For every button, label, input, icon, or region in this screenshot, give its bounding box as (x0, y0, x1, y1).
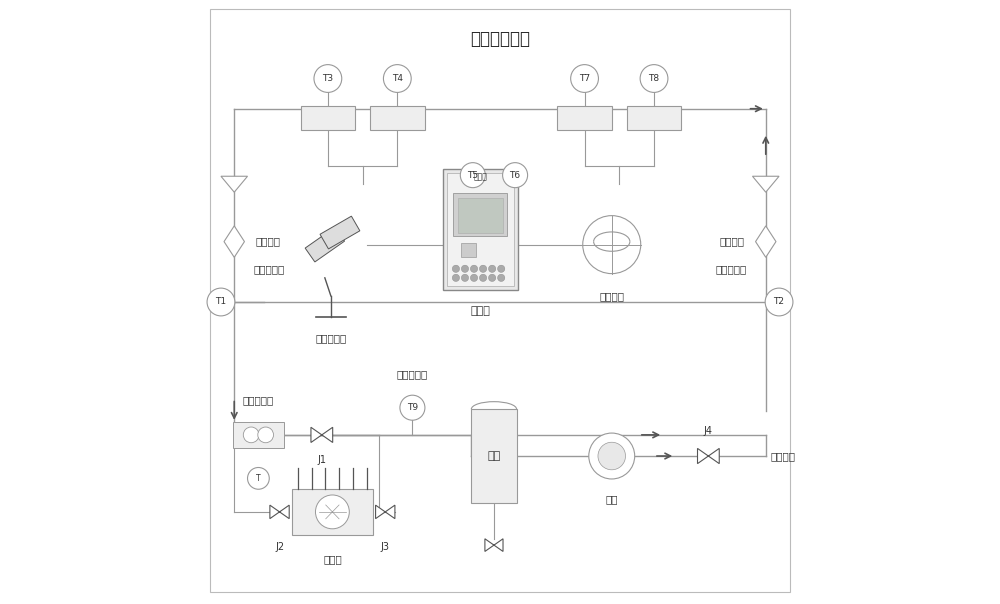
Bar (443, 169, 518, 290)
Bar (557, 106, 612, 130)
Text: 聚光组件阵列: 聚光组件阵列 (470, 30, 530, 48)
Text: 温度传感器: 温度传感器 (715, 264, 746, 274)
Circle shape (498, 274, 505, 281)
Bar (370, 106, 424, 130)
Circle shape (460, 162, 485, 188)
Circle shape (640, 65, 668, 92)
Text: T6: T6 (510, 171, 521, 179)
Circle shape (383, 65, 411, 92)
Polygon shape (485, 539, 503, 551)
Circle shape (207, 288, 235, 316)
Circle shape (243, 427, 259, 443)
Text: T: T (256, 474, 261, 483)
Text: T9: T9 (407, 403, 418, 412)
Text: T5: T5 (467, 171, 478, 179)
Text: 输送管道: 输送管道 (771, 451, 796, 461)
Circle shape (583, 216, 641, 274)
Text: 全辐射表: 全辐射表 (599, 291, 624, 301)
Text: T8: T8 (648, 74, 660, 83)
Circle shape (315, 495, 349, 529)
Text: 触摸屏: 触摸屏 (473, 172, 487, 181)
Text: 流量传感器: 流量传感器 (243, 395, 274, 405)
Circle shape (503, 162, 528, 188)
Circle shape (479, 265, 487, 272)
Bar (458, 198, 503, 233)
Bar (627, 106, 681, 130)
Text: 直接辐射表: 直接辐射表 (315, 333, 347, 343)
Polygon shape (376, 505, 395, 519)
Text: 水箱: 水箱 (487, 451, 501, 461)
Text: 金属软管: 金属软管 (255, 237, 280, 246)
Bar (471, 410, 517, 503)
Polygon shape (270, 505, 289, 519)
Text: T7: T7 (579, 74, 590, 83)
Circle shape (489, 265, 496, 272)
Circle shape (589, 433, 635, 479)
Text: J2: J2 (275, 542, 284, 551)
Text: T3: T3 (322, 74, 333, 83)
Polygon shape (224, 226, 244, 257)
Circle shape (765, 288, 793, 316)
Circle shape (452, 274, 460, 281)
Text: T4: T4 (392, 74, 403, 83)
Bar (301, 106, 355, 130)
Bar (292, 489, 373, 535)
Polygon shape (698, 448, 719, 464)
Polygon shape (320, 216, 360, 249)
Circle shape (258, 427, 274, 443)
Circle shape (479, 274, 487, 281)
Text: 水泵: 水泵 (605, 495, 618, 504)
Text: 温度传感器: 温度传感器 (254, 264, 285, 274)
Bar (447, 173, 514, 286)
Circle shape (248, 467, 269, 489)
Text: J3: J3 (381, 542, 390, 551)
Circle shape (571, 65, 598, 92)
Bar (233, 422, 284, 448)
Polygon shape (752, 176, 779, 192)
Circle shape (314, 65, 342, 92)
Circle shape (470, 274, 478, 281)
Text: 温度传感器: 温度传感器 (397, 370, 428, 379)
Bar (453, 193, 507, 236)
Circle shape (461, 274, 469, 281)
Bar (461, 243, 476, 257)
Text: J4: J4 (704, 426, 713, 435)
Circle shape (470, 265, 478, 272)
Polygon shape (756, 226, 776, 257)
Circle shape (400, 395, 425, 420)
Text: 金属软管: 金属软管 (720, 237, 745, 246)
Polygon shape (221, 176, 248, 192)
Circle shape (489, 274, 496, 281)
Text: 散热器: 散热器 (323, 554, 342, 564)
Polygon shape (311, 427, 333, 443)
Text: J1: J1 (317, 455, 326, 465)
Polygon shape (305, 227, 345, 262)
Circle shape (452, 265, 460, 272)
Text: 控制柜: 控制柜 (470, 306, 490, 316)
Circle shape (598, 442, 626, 470)
Text: T2: T2 (774, 298, 785, 306)
Text: T1: T1 (215, 298, 227, 306)
Circle shape (461, 265, 469, 272)
Circle shape (498, 265, 505, 272)
